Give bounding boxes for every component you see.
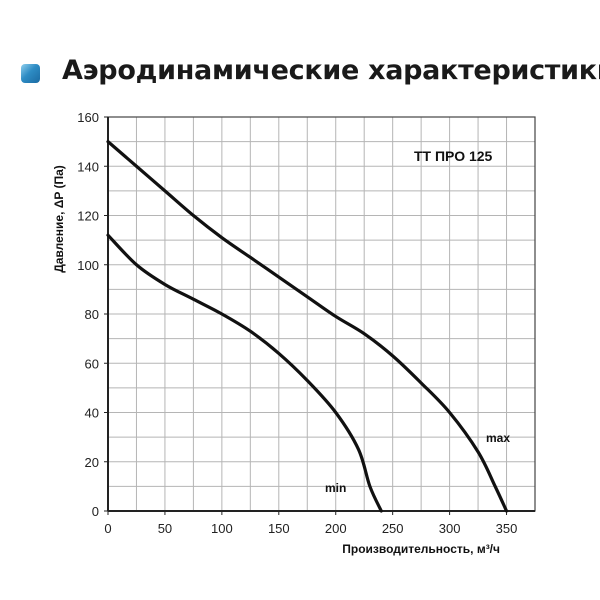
series-label-min: min bbox=[325, 481, 346, 495]
curve-min bbox=[106, 233, 383, 513]
x-tick-label: 100 bbox=[211, 521, 233, 536]
x-tick-label: 250 bbox=[382, 521, 404, 536]
blue-square-icon bbox=[21, 64, 40, 83]
page-title: Аэродинамические характеристики bbox=[62, 55, 600, 86]
model-annotation: ТТ ПРО 125 bbox=[414, 148, 493, 164]
x-axis-title: Производительность, м³/ч bbox=[342, 542, 500, 556]
chart-grid bbox=[108, 117, 535, 511]
y-tick-label: 0 bbox=[92, 504, 99, 519]
y-axis-title: Давление, ΔP (Па) bbox=[52, 165, 66, 273]
x-tick-label: 200 bbox=[325, 521, 347, 536]
y-tick-label: 40 bbox=[85, 406, 99, 421]
y-tick-label: 120 bbox=[77, 209, 99, 224]
x-tick-label: 300 bbox=[439, 521, 461, 536]
chart-labels: 0 50 100 150 200 250 300 350 0 20 40 60 80 100 120 140 1… bbox=[52, 110, 517, 556]
y-tick-label: 20 bbox=[85, 455, 99, 470]
x-tick-label: 150 bbox=[268, 521, 290, 536]
curve-max bbox=[106, 140, 509, 513]
y-tick-label: 160 bbox=[77, 110, 99, 125]
y-tick-label: 60 bbox=[85, 356, 99, 371]
y-tick-label: 80 bbox=[85, 307, 99, 322]
x-tick-label: 0 bbox=[104, 521, 111, 536]
x-tick-label: 350 bbox=[496, 521, 518, 536]
y-tick-label: 100 bbox=[77, 258, 99, 273]
y-tick-label: 140 bbox=[77, 159, 99, 174]
x-tick-label: 50 bbox=[158, 521, 172, 536]
series-label-max: max bbox=[486, 431, 510, 445]
chart-axes bbox=[104, 116, 536, 515]
chart-curves bbox=[106, 140, 509, 513]
